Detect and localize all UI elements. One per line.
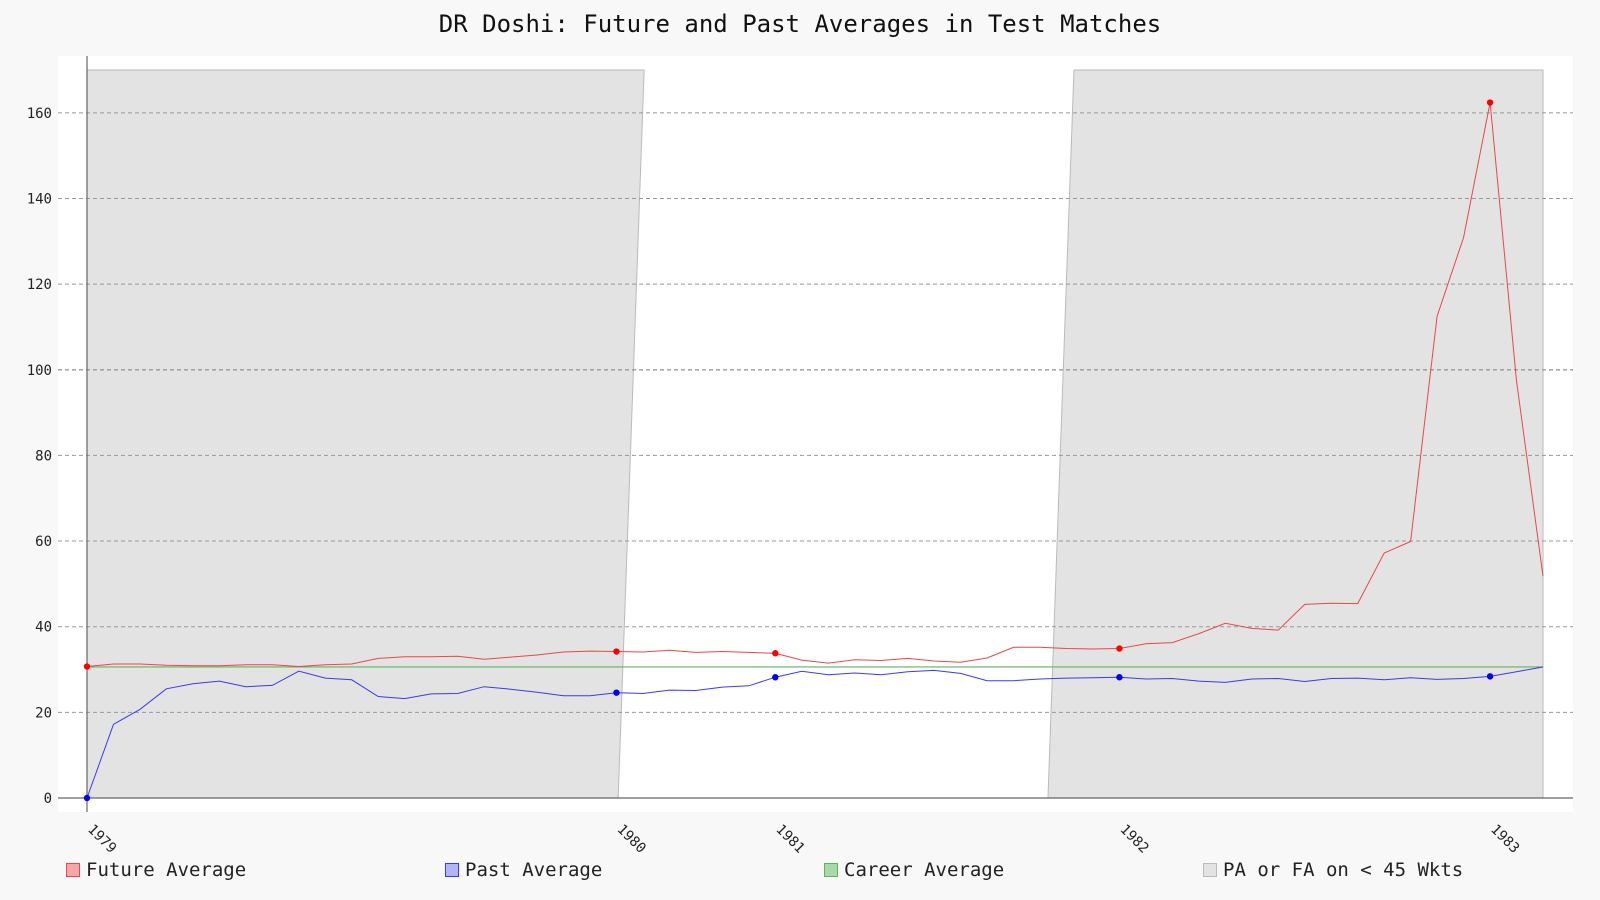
legend-swatch-past (445, 863, 459, 877)
legend-shaded-region: PA or FA on < 45 Wkts (1203, 858, 1463, 882)
legend-past-average: Past Average (445, 858, 602, 882)
y-tick-label-80: 80 (35, 448, 52, 464)
y-tick-label-120: 120 (27, 277, 52, 293)
x-tick-label-1981: 1981 (772, 822, 807, 857)
y-tick-label-20: 20 (35, 705, 52, 721)
y-tick-label-140: 140 (27, 191, 52, 207)
future-average-point (83, 663, 91, 670)
legend-label-career: Career Average (844, 859, 1005, 881)
future-average-point (1116, 645, 1123, 652)
future-average-point (1486, 99, 1494, 106)
past-average-point (613, 689, 620, 696)
legend-career-average: Career Average (824, 858, 1004, 882)
past-average-point (1116, 674, 1123, 681)
y-tick-label-0: 0 (44, 791, 52, 807)
past-average-point (83, 794, 91, 802)
legend-future-average: Future Average (66, 858, 246, 882)
y-tick-label-60: 60 (35, 534, 52, 550)
legend-label-future: Future Average (86, 859, 247, 881)
x-tick-label-1979: 1979 (84, 822, 119, 857)
legend-swatch-future (66, 863, 80, 877)
past-average-point (1486, 673, 1494, 680)
future-average-point (613, 648, 620, 655)
legend-label-shade: PA or FA on < 45 Wkts (1223, 859, 1464, 881)
past-average-point (772, 674, 779, 681)
y-tick-label-100: 100 (27, 363, 52, 379)
x-tick-label-1983: 1983 (1487, 822, 1522, 857)
chart-title: DR Doshi: Future and Past Averages in Te… (438, 10, 1162, 38)
legend-label-past: Past Average (465, 859, 603, 881)
x-tick-label-1980: 1980 (614, 822, 649, 857)
shaded-band-2 (1047, 69, 1544, 799)
legend-swatch-shade (1203, 863, 1217, 877)
future-average-line (86, 102, 1544, 668)
future-average-point (772, 650, 779, 657)
past-average-line (86, 666, 1544, 799)
y-tick-label-160: 160 (27, 106, 52, 122)
legend-swatch-career (824, 863, 838, 877)
y-tick-label-40: 40 (35, 620, 52, 636)
x-tick-label-1982: 1982 (1117, 822, 1152, 857)
